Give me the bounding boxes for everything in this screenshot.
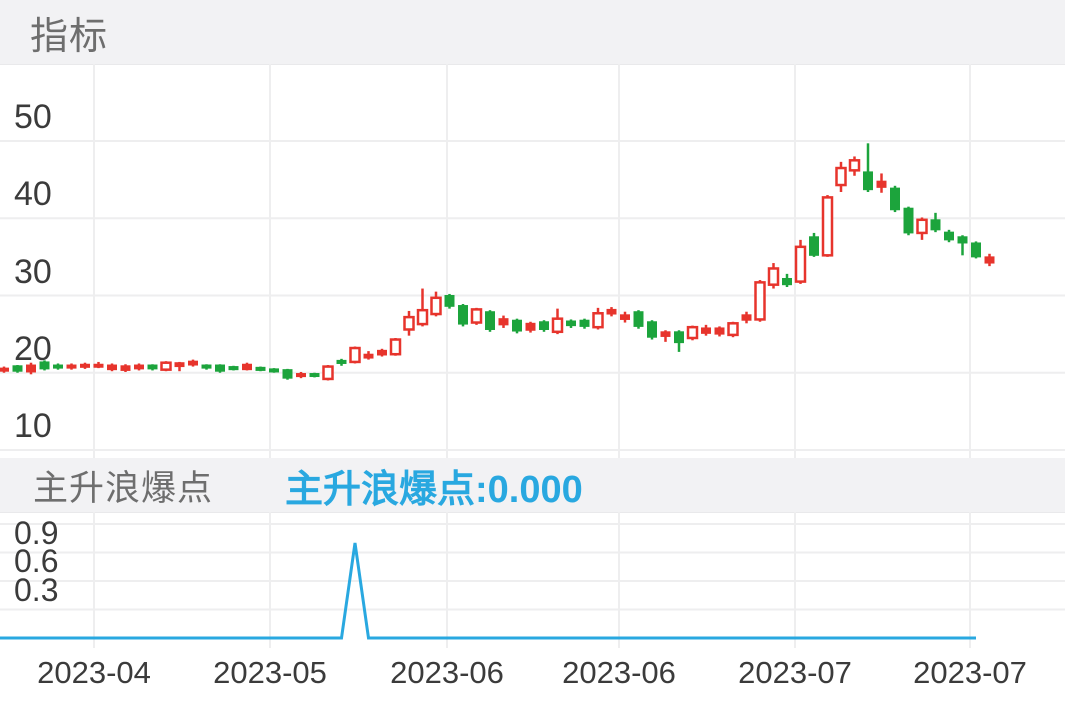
price-axis-label: 30 [14,252,52,291]
candle-body [430,296,442,316]
candle-body [971,242,981,258]
date-axis-label: 2023-07 [913,655,1027,690]
candle-body [160,361,172,371]
candle-body [93,363,104,368]
candle-body [539,321,549,330]
candle-body [389,338,402,356]
candle-body [363,353,374,359]
candle-body [228,366,239,371]
candle-body [767,267,780,286]
candle-body [255,366,266,371]
candle-body [53,364,63,369]
candle-body [903,207,914,234]
candle-body [794,245,807,283]
candle-body [282,369,293,379]
candle-body [80,363,90,368]
candle-body [551,317,564,334]
sub-indicator-header-bar: 主升浪爆点 主升浪爆点:0.000 [0,458,1065,513]
candle-body [26,364,36,373]
candle-body [269,368,279,373]
candle-body [606,308,617,315]
candle-body [821,196,834,257]
signal-axis-label: 0.3 [14,571,59,608]
candle-body [39,361,50,370]
candle-body [12,365,23,372]
candle-body [782,278,792,286]
candle-body [916,218,928,235]
candle-body [984,256,995,264]
candle-body [485,311,495,330]
candle-body [458,305,468,325]
candle-body [741,314,752,321]
candle-body [727,322,739,337]
signal-axis-label: 0.9 [14,514,59,551]
candle-body [403,315,415,331]
candle-body [714,327,725,335]
sub-indicator-title[interactable]: 主升浪爆点 [33,468,214,508]
candle-body [107,364,117,371]
candle-body [647,321,657,338]
candle-body [188,360,198,366]
candle-body [809,236,819,256]
date-axis-label: 2023-06 [390,655,504,690]
candle-body [322,365,334,381]
candlestick-chart[interactable] [0,64,1065,458]
candle-body [120,365,131,371]
signal-axis-label: 0.6 [14,543,59,579]
price-axis-label: 50 [14,98,52,136]
price-axis-label: 20 [14,329,52,368]
candle-body [930,219,941,231]
candle-body [201,364,212,369]
candle-body [660,331,671,337]
price-axis-label: 40 [14,175,52,214]
candle-body [566,320,576,327]
candle-body [0,367,9,372]
indicator-title[interactable]: 指标 [30,15,109,58]
candle-body [147,364,158,370]
candle-body [215,364,225,372]
candle-body [377,349,387,356]
date-axis-label: 2023-04 [37,655,151,690]
candle-body [134,364,144,370]
date-axis-label: 2023-05 [213,655,327,690]
candle-body [416,308,429,326]
candle-body [470,308,483,324]
candle-body [349,346,361,364]
signal-line [0,542,976,640]
candle-body [890,187,900,211]
sub-indicator-value: 主升浪爆点:0.000 [285,468,583,511]
candle-body [633,311,644,327]
candle-body [686,325,699,340]
candle-body [498,318,509,326]
candle-body [309,373,320,378]
candle-body [174,362,185,368]
date-axis-label: 2023-06 [562,655,676,690]
candle-body [848,159,861,172]
candle-body [579,319,590,327]
candle-body [296,373,306,378]
candle-body [525,322,536,331]
indicator-header-bar: 指标 [0,0,1065,65]
candle-body [242,363,252,371]
date-axis-label: 2023-07 [738,655,852,690]
candle-body [876,180,887,188]
candle-body [512,319,522,332]
candle-body [674,331,684,344]
candle-body [444,295,455,307]
candle-body [944,231,954,241]
candle-body [336,359,347,364]
candle-body [66,364,77,369]
candle-body [863,171,873,191]
candle-body [835,166,847,187]
candle-body [592,312,604,329]
price-axis-label: 10 [14,407,52,445]
x-axis: 2023-04 2023-05 2023-06 2023-06 2023-07 2023-… [0,648,1065,708]
candle-body [701,327,711,334]
candle-body [620,314,630,320]
signal-line-chart[interactable] [0,512,1065,648]
candle-body [957,236,968,244]
candle-body [754,281,766,321]
